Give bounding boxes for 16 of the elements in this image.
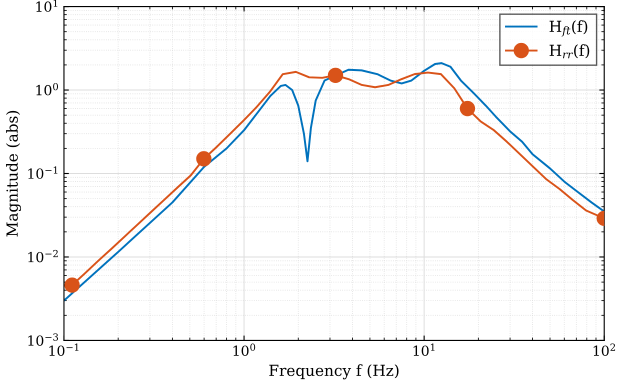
x-axis-title: Frequency f (Hz) xyxy=(269,364,399,380)
y-tick-label: 10$^{0}$ xyxy=(36,82,58,96)
x-tick-label: 10$^{−1}$ xyxy=(49,344,78,356)
y-tick-label: 10$^{−1}$ xyxy=(28,166,58,179)
x-tick-label: 10$^{0}$ xyxy=(234,344,256,356)
point xyxy=(196,151,212,166)
legend-label: H$_{rr}$(f) xyxy=(550,44,590,58)
point xyxy=(64,277,80,293)
y-axis-title: Magnitude (abs) xyxy=(6,110,22,237)
point xyxy=(328,68,344,83)
legend-label: H$_{ft}$(f) xyxy=(550,20,588,37)
y-tick-label: 10$^{−2}$ xyxy=(28,250,58,262)
point xyxy=(460,100,476,116)
x-tick-label: 10$^{2}$ xyxy=(594,344,616,356)
y-tick-label: 10$^{−3}$ xyxy=(28,333,58,346)
x-tick-label: 10$^{1}$ xyxy=(414,344,435,356)
